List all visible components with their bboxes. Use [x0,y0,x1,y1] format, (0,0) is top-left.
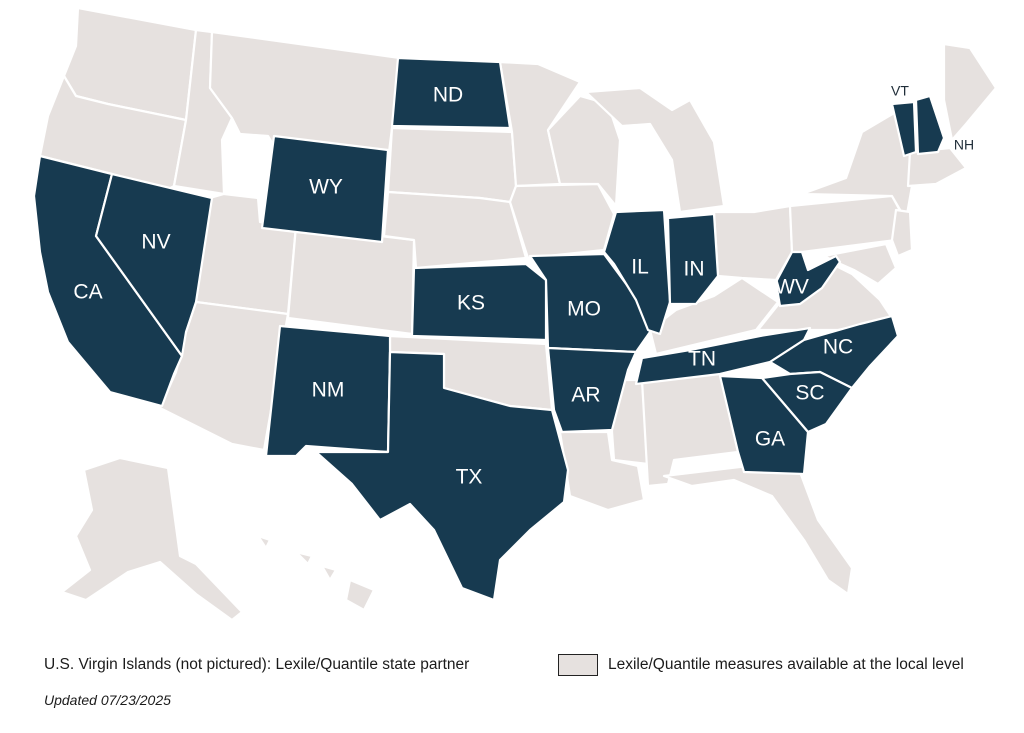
label-tn: TN [688,348,716,371]
legend-swatch-local [558,654,598,676]
state-hi [256,534,376,612]
state-me [942,42,998,142]
state-ma [906,146,968,188]
legend: Lexile/Quantile measures available at th… [558,654,964,676]
state-ne [382,190,528,270]
state-mo [528,252,652,354]
state-il [602,208,672,336]
state-nm [264,324,392,458]
state-ar [546,346,638,434]
state-wv [774,250,842,308]
state-tx [314,350,570,602]
state-nj [890,208,914,258]
label-vt: VT [891,83,909,99]
label-ks: KS [457,292,485,315]
label-ar: AR [571,384,600,407]
label-nh: NH [954,137,974,153]
state-fl [662,464,854,596]
state-ky [648,276,780,356]
label-ca: CA [73,281,102,304]
state-nv [94,172,214,358]
state-mi [584,86,726,214]
updated-date: Updated 07/23/2025 [44,692,171,708]
state-oh [712,204,794,282]
label-sc: SC [795,382,824,405]
state-wy [260,134,390,244]
label-nd: ND [433,84,463,107]
state-wi [546,94,622,208]
label-wy: WY [309,176,343,199]
state-in [666,212,720,306]
label-in: IN [684,258,705,281]
label-tx: TX [456,466,483,489]
state-nh [914,94,946,156]
label-ga: GA [755,428,785,451]
label-nv: NV [141,231,170,254]
us-map: CA NV WY ND NM TX KS MO AR IL IN TN WV N… [32,6,998,622]
state-sd [386,126,518,204]
state-ga [718,374,810,476]
state-co [286,224,416,336]
virgin-islands-note: U.S. Virgin Islands (not pictured): Lexi… [44,656,470,673]
state-vt [890,100,918,158]
label-wv: WV [775,276,809,299]
label-nm: NM [312,379,345,402]
label-mo: MO [567,298,601,321]
label-nc: NC [823,336,853,359]
label-il: IL [631,256,649,279]
state-ia [508,182,616,260]
state-nd [390,56,512,130]
state-ak [60,456,244,622]
legend-label: Lexile/Quantile measures available at th… [608,656,964,673]
